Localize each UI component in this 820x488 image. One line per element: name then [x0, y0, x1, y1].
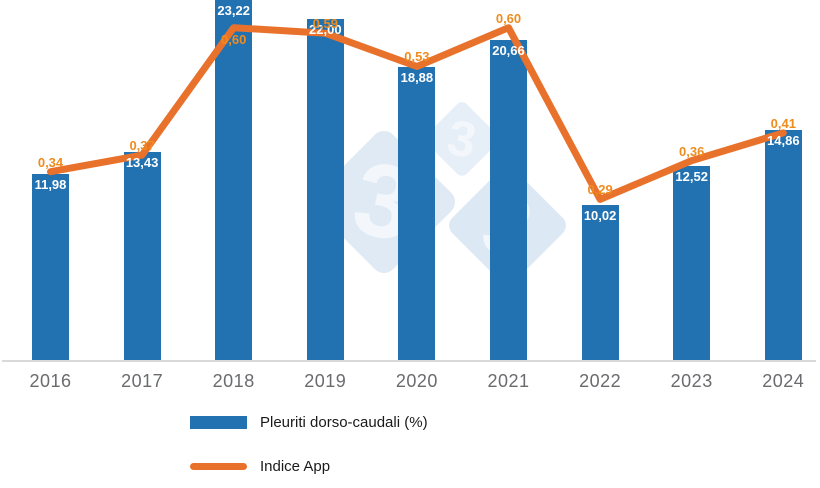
- bar-2024: [764, 129, 802, 360]
- x-axis-label-2018: 2018: [212, 371, 255, 391]
- x-axis-label-2017: 2017: [121, 371, 164, 391]
- line-swatch-icon: [190, 462, 247, 470]
- bar-2016: [32, 174, 69, 360]
- legend-item-pleuriti: Pleuriti dorso-caudali (%): [190, 412, 428, 432]
- x-axis-line: [2, 360, 816, 362]
- line-value-label: 0,29: [587, 182, 613, 198]
- line-value-label: 0,60: [495, 10, 522, 26]
- line-value-label: 0,36: [679, 143, 705, 159]
- x-axis-label-2024: 2024: [762, 371, 805, 391]
- line-value-label: 0,34: [37, 154, 64, 170]
- bar-value-label: 13,43: [125, 154, 159, 170]
- bar-2017: [123, 151, 161, 360]
- line-value-label: 0,53: [404, 49, 430, 65]
- legend-label-pleuriti: Pleuriti dorso-caudali (%): [260, 413, 428, 431]
- bar-value-label: 18,88: [400, 70, 434, 86]
- line-value-label: 0,41: [770, 115, 796, 131]
- legend-item-indice-app: Indice App: [190, 456, 330, 476]
- x-axis-label-2021: 2021: [487, 371, 530, 391]
- bar-value-label: 11,98: [34, 177, 67, 193]
- x-axis-label-2020: 2020: [395, 371, 438, 391]
- bar-2020: [398, 67, 436, 360]
- bar-value-label: 22,00: [309, 21, 342, 37]
- bar-value-label: 10,02: [583, 207, 617, 223]
- x-axis-label-2022: 2022: [579, 371, 622, 391]
- plot-area: 3 3 3 11,9813,4323,2222,0018,8820,6610,0…: [32, 0, 802, 360]
- bar-2022: [581, 204, 619, 360]
- x-axis-label-2023: 2023: [670, 371, 713, 391]
- x-axis-label-2016: 2016: [29, 371, 72, 391]
- bar-value-label: 20,66: [492, 42, 525, 58]
- bar-2018: [215, 0, 253, 360]
- x-axis-label-2019: 2019: [304, 371, 347, 391]
- bar-swatch-icon: [190, 415, 247, 429]
- bar-2019: [306, 18, 344, 360]
- bar-2021: [490, 39, 527, 360]
- bar-value-label: 23,22: [217, 3, 250, 18]
- line-value-label: 0,37: [129, 138, 155, 154]
- bar-2023: [673, 165, 711, 360]
- bar-value-label: 12,52: [675, 168, 708, 184]
- legend-label-indice-app: Indice App: [260, 457, 331, 475]
- line-value-label: 0,60: [221, 31, 247, 47]
- line-value-label: 0,59: [312, 16, 338, 32]
- line-series-svg: [47, 24, 787, 203]
- indice-app-line: [47, 24, 787, 203]
- bar-value-label: 14,86: [767, 132, 800, 148]
